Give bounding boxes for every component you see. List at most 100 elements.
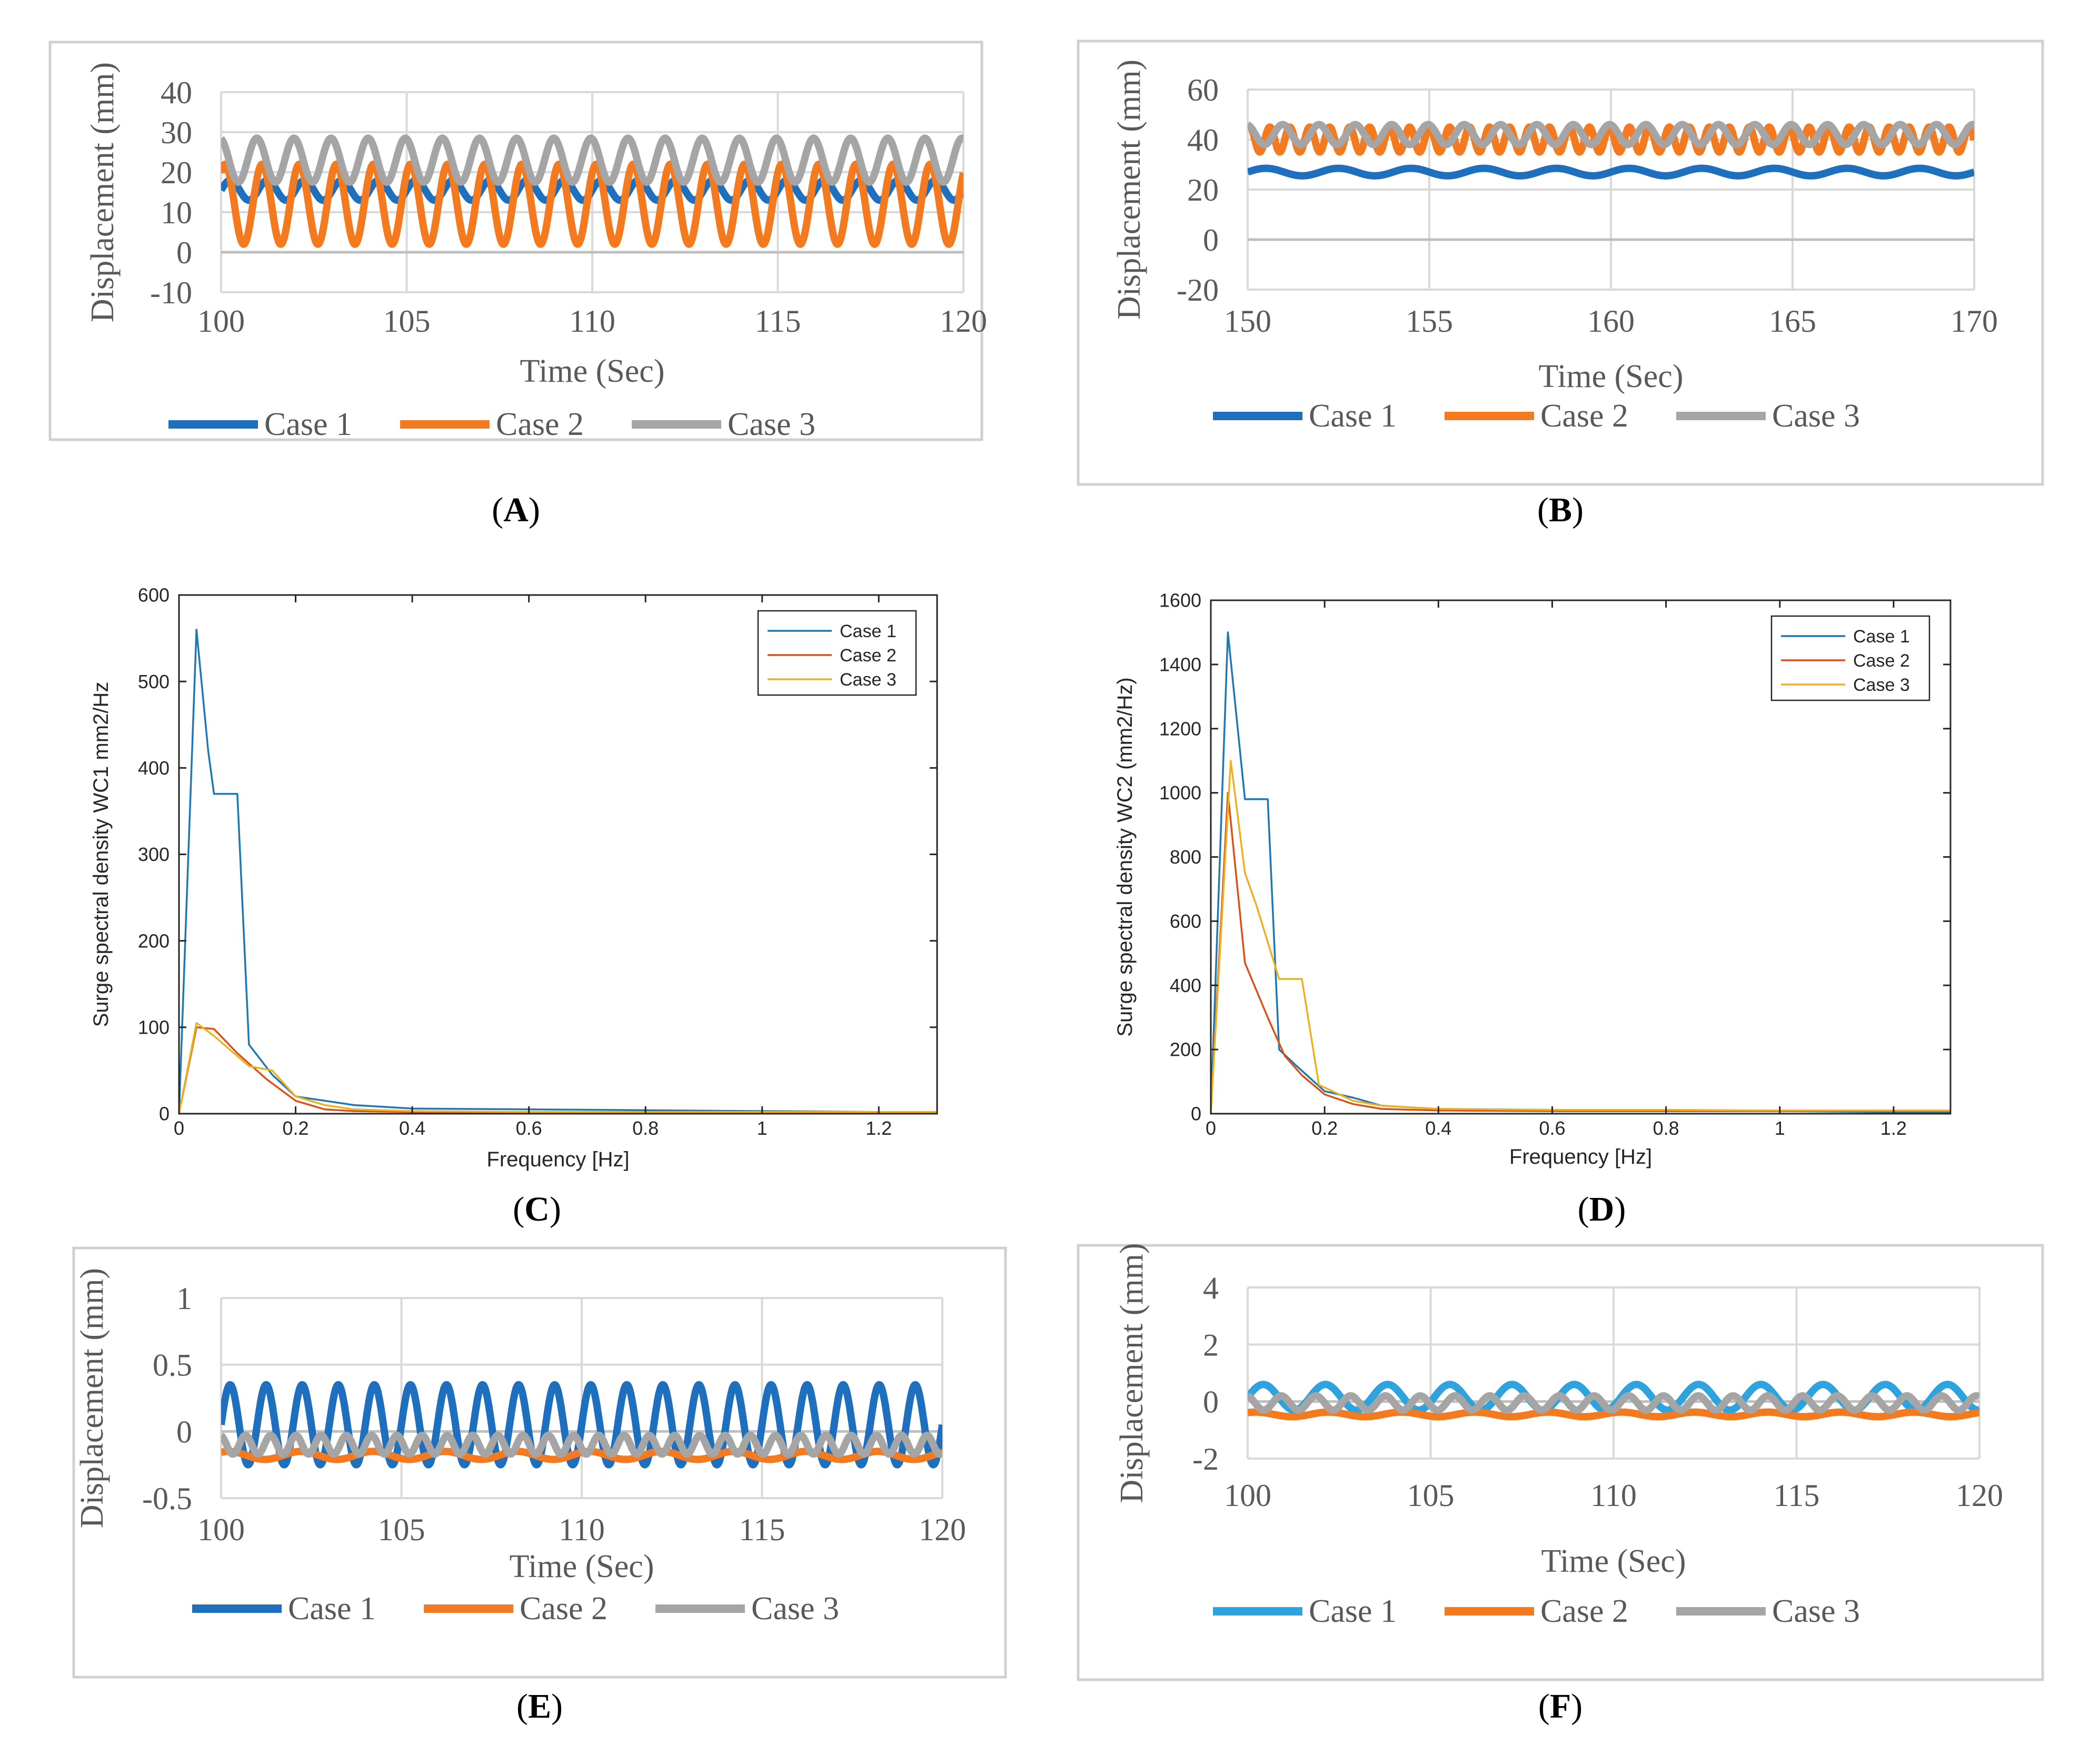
legend-label: Case 3	[751, 1591, 839, 1627]
y-tick-label: -20	[1177, 273, 1219, 308]
panel-caption: (D)	[1578, 1190, 1626, 1228]
x-tick-label: 110	[569, 304, 615, 339]
y-tick-label: -2	[1192, 1442, 1219, 1477]
legend-label: Case 3	[1772, 398, 1860, 434]
series-line-case-3	[1248, 121, 1974, 148]
x-tick-label: 120	[1956, 1478, 2003, 1513]
y-tick-label: 400	[138, 757, 170, 779]
y-axis-label: Surge spectral density WC2 (mm2/Hz)	[1113, 677, 1137, 1036]
legend-label: Case 2	[520, 1591, 608, 1627]
y-tick-label: 500	[138, 671, 170, 692]
x-tick-label: 1.2	[1880, 1117, 1907, 1139]
y-tick-label: 200	[138, 930, 170, 952]
y-axis-label: Surge spectral density WC1 mm2/Hz	[89, 682, 113, 1027]
y-tick-label: 800	[1170, 846, 1201, 868]
y-tick-label: 0.5	[153, 1348, 192, 1383]
x-tick-label: 165	[1769, 304, 1816, 339]
legend-label: Case 2	[1540, 1593, 1628, 1629]
y-tick-label: 200	[1170, 1039, 1201, 1061]
x-tick-label: 105	[1407, 1478, 1455, 1513]
y-tick-label: 60	[1187, 73, 1219, 107]
x-axis-label: Time (Sec)	[520, 353, 665, 389]
y-tick-label: 40	[161, 75, 192, 110]
x-tick-label: 0.2	[283, 1117, 309, 1139]
y-tick-label: 2	[1203, 1327, 1219, 1362]
chart-panel-d: 0 0.2 0.4 0.6 0.8 1 1.2 0 200 400 600 800 1000 1200 14…	[1113, 590, 1952, 1228]
y-tick-label: 1200	[1159, 718, 1201, 739]
x-axis-label: Time (Sec)	[1539, 359, 1684, 394]
legend-label: Case 3	[1853, 675, 1910, 695]
y-tick-label: 1400	[1159, 653, 1201, 675]
x-tick-label: 0.6	[516, 1117, 542, 1139]
y-tick-label: 600	[1170, 910, 1201, 932]
series-line-case-3	[1211, 759, 1950, 1114]
x-tick-label: 160	[1587, 304, 1635, 339]
y-tick-label: 1000	[1159, 782, 1201, 804]
series-line-case-1	[179, 628, 937, 1114]
legend-label: Case 1	[840, 621, 897, 641]
panel-caption: (F)	[1538, 1687, 1583, 1726]
chart-frame	[1077, 1244, 2044, 1681]
chart-panel-c: 0 0.2 0.4 0.6 0.8 1 1.2 0 100 200 300 400 500 600 Freq…	[89, 584, 938, 1228]
chart-frame	[1077, 39, 2044, 486]
y-tick-label: 20	[161, 155, 192, 190]
x-tick-label: 120	[940, 304, 987, 339]
legend-label: Case 3	[728, 407, 815, 442]
series-line-case-1	[221, 1381, 942, 1469]
x-tick-label: 0.6	[1539, 1117, 1565, 1139]
y-axis-label: Displacement (mm)	[1111, 60, 1147, 320]
y-axis-label: Displacement (mm)	[74, 1268, 110, 1528]
y-tick-label: 400	[1170, 975, 1201, 996]
x-tick-label: 150	[1224, 304, 1271, 339]
chart-panel-a: 100 105 110 115 120 -10 0 10 20 30 40 Time (Sec) Dis…	[48, 41, 987, 529]
legend-label: Case 2	[496, 407, 584, 442]
x-tick-label: 0	[1206, 1117, 1216, 1139]
x-tick-label: 110	[559, 1512, 605, 1547]
y-tick-label: 600	[138, 584, 170, 606]
series-line-case-3	[221, 1431, 942, 1458]
x-tick-label: 105	[378, 1512, 425, 1547]
x-tick-label: 0.8	[632, 1117, 659, 1139]
chart-panel-e: 100 105 110 115 120 -0.5 0 0.5 1 Time (Sec) Displa…	[72, 1246, 1007, 1726]
legend-label: Case 1	[264, 407, 352, 442]
x-tick-label: 170	[1950, 304, 1998, 339]
y-tick-label: 0	[159, 1103, 170, 1125]
x-tick-label: 115	[739, 1512, 785, 1547]
series-line-case-2	[1211, 791, 1950, 1114]
panel-caption: (C)	[513, 1190, 561, 1228]
y-axis-label: Displacement (mm)	[1114, 1243, 1150, 1503]
y-tick-label: 1	[176, 1281, 192, 1316]
x-tick-label: 100	[197, 304, 245, 339]
x-tick-label: 105	[383, 304, 431, 339]
x-tick-label: 155	[1406, 304, 1453, 339]
x-tick-label: 110	[1590, 1478, 1637, 1513]
series-line-case-2	[221, 160, 963, 248]
y-tick-label: 100	[138, 1016, 170, 1038]
legend-label: Case 2	[840, 646, 897, 666]
x-tick-label: 1	[1775, 1117, 1785, 1139]
chart-panel-f: 100 105 110 115 120 -2 0 2 4 Time (Sec) Displaceme…	[1077, 1243, 2044, 1726]
legend-label: Case 3	[1772, 1593, 1860, 1629]
y-tick-label: 40	[1187, 123, 1219, 157]
legend-label: Case 1	[1309, 398, 1397, 434]
x-tick-label: 0	[174, 1117, 184, 1139]
y-tick-label: 20	[1187, 173, 1219, 207]
series-line-case-1	[1248, 164, 1974, 180]
chart-panel-b: 150 155 160 165 170 -20 0 20 40 60 Time (Sec) Displ…	[1077, 39, 2044, 529]
x-tick-label: 115	[755, 304, 801, 339]
x-axis-label: Time (Sec)	[1541, 1543, 1686, 1579]
x-tick-label: 100	[197, 1512, 245, 1547]
series-line-case-1	[1211, 631, 1950, 1114]
chart-frame	[48, 41, 983, 441]
chart-frame	[72, 1246, 1007, 1679]
legend-label: Case 1	[1853, 627, 1910, 647]
x-tick-label: 0.8	[1653, 1117, 1679, 1139]
y-tick-label: 0	[1203, 1385, 1219, 1420]
x-tick-label: 0.2	[1311, 1117, 1338, 1139]
legend-label: Case 2	[1540, 398, 1628, 434]
panel-caption: (A)	[492, 491, 540, 529]
y-tick-label: 0	[1191, 1103, 1201, 1125]
y-tick-label: 10	[161, 195, 192, 230]
y-tick-label: -0.5	[142, 1481, 192, 1516]
